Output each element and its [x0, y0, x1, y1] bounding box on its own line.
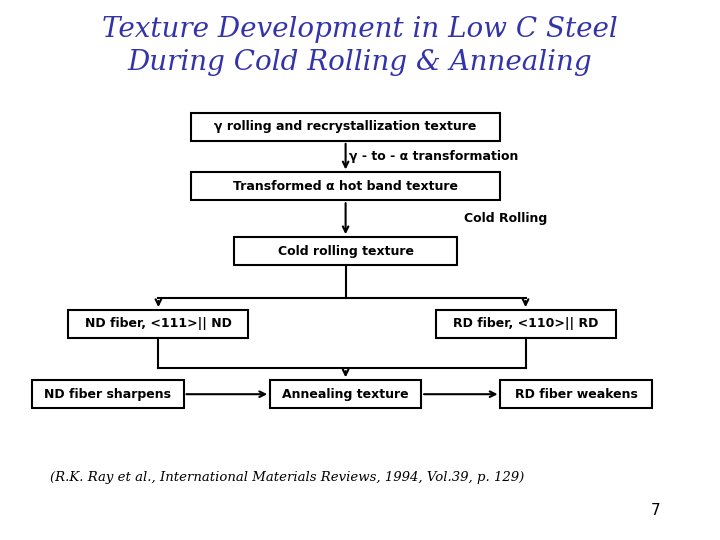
FancyBboxPatch shape — [68, 310, 248, 338]
FancyBboxPatch shape — [500, 380, 652, 408]
Text: Cold Rolling: Cold Rolling — [464, 212, 548, 225]
Text: Texture Development in Low C Steel
During Cold Rolling & Annealing: Texture Development in Low C Steel Durin… — [102, 16, 618, 76]
FancyBboxPatch shape — [436, 310, 616, 338]
Text: ND fiber sharpens: ND fiber sharpens — [45, 388, 171, 401]
Text: Cold rolling texture: Cold rolling texture — [278, 245, 413, 258]
FancyBboxPatch shape — [191, 172, 500, 200]
FancyBboxPatch shape — [191, 113, 500, 141]
Text: RD fiber, <110>|| RD: RD fiber, <110>|| RD — [453, 318, 598, 330]
Text: γ - to - α transformation: γ - to - α transformation — [349, 150, 518, 163]
FancyBboxPatch shape — [234, 237, 457, 265]
FancyBboxPatch shape — [270, 380, 421, 408]
Text: Annealing texture: Annealing texture — [282, 388, 409, 401]
Text: Transformed α hot band texture: Transformed α hot band texture — [233, 180, 458, 193]
Text: (R.K. Ray et al., International Materials Reviews, 1994, Vol.39, p. 129): (R.K. Ray et al., International Material… — [50, 471, 525, 484]
Text: γ rolling and recrystallization texture: γ rolling and recrystallization texture — [215, 120, 477, 133]
Text: 7: 7 — [650, 503, 660, 518]
Text: RD fiber weakens: RD fiber weakens — [515, 388, 637, 401]
Text: ND fiber, <111>|| ND: ND fiber, <111>|| ND — [85, 318, 232, 330]
FancyBboxPatch shape — [32, 380, 184, 408]
